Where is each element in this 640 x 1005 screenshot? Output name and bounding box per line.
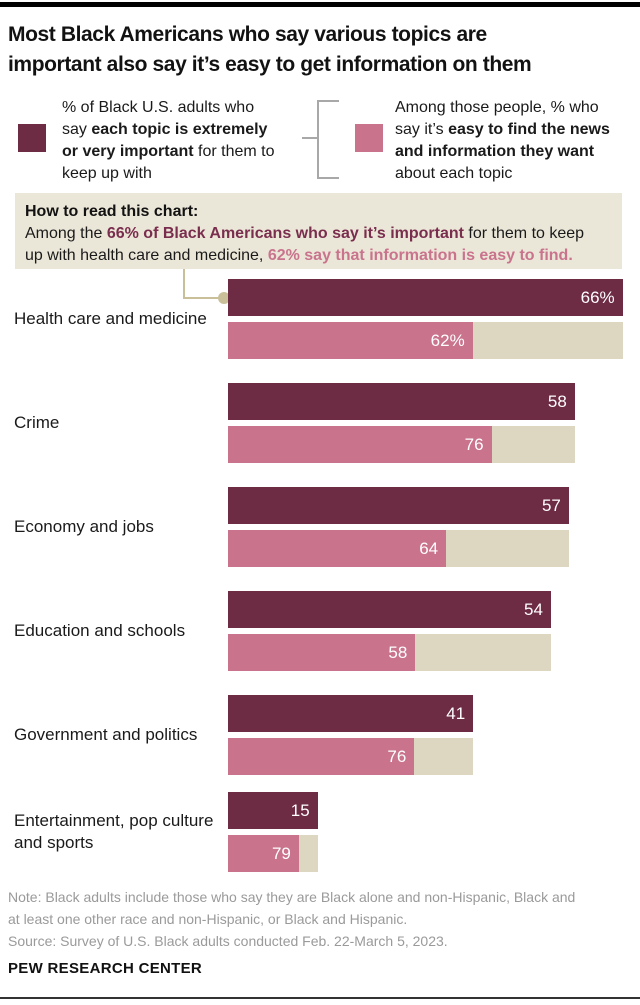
bar-group: Economy and jobs 57 64 xyxy=(0,487,640,567)
category-label: Entertainment, pop culture and sports xyxy=(14,811,214,852)
note-line-1: Note: Black adults include those who say… xyxy=(8,889,576,905)
text-segment: say xyxy=(62,121,92,138)
text-segment: Among the xyxy=(25,225,107,242)
legend-important-text: % of Black U.S. adults who say each topic… xyxy=(62,97,317,185)
bar-important-value: 41 xyxy=(446,703,466,723)
bar-easy-track: 64 xyxy=(228,530,569,567)
legend-swatch-important xyxy=(18,124,46,152)
brand-footer: PEW RESEARCH CENTER xyxy=(8,960,203,977)
bar-easy-track: 58 xyxy=(228,634,551,671)
bar-easy-value: 76 xyxy=(387,746,407,766)
text-segment: or very important xyxy=(62,143,194,160)
bar-easy-track: 76 xyxy=(228,738,474,775)
category-label: Crime xyxy=(14,413,60,432)
title-line-1: Most Black Americans who say various top… xyxy=(8,23,487,46)
bar-important-value: 58 xyxy=(547,391,567,411)
bar-easy-track: 76 xyxy=(228,426,575,463)
legend-easy-text: Among those people, % who say it’s easy t… xyxy=(395,97,640,185)
legend-bracket xyxy=(317,100,339,179)
bottom-rule xyxy=(0,997,640,999)
text-segment: 62% say that information is easy to find… xyxy=(267,247,573,264)
text-segment: up with health care and medicine, xyxy=(25,247,268,264)
how-to-read-body: Among the 66% of Black Americans who say… xyxy=(25,223,612,267)
category-label: Health care and medicine xyxy=(14,309,207,328)
how-to-read-box: How to read this chart: Among the 66% of… xyxy=(15,193,622,269)
bar-easy-track: 79 xyxy=(228,835,318,872)
bar-important: 54 xyxy=(228,591,551,628)
bar-important-value: 15 xyxy=(290,800,310,820)
bar-important: 41 xyxy=(228,695,474,732)
legend-bracket-stem xyxy=(302,137,317,139)
bar-important-value: 57 xyxy=(541,495,561,515)
bar-group: Government and politics 41 76 xyxy=(0,695,640,775)
bar-important-value: 54 xyxy=(523,599,543,619)
legend-swatch-easy xyxy=(355,124,383,152)
bar-easy: 79 xyxy=(228,835,299,872)
bar-easy: 76 xyxy=(228,738,415,775)
source-text: Source: Survey of U.S. Black adults cond… xyxy=(8,933,448,949)
text-segment: easy to find the news xyxy=(448,121,610,138)
bar-easy-value: 79 xyxy=(271,843,291,863)
bar-group: Crime 58 76 xyxy=(0,383,640,463)
bar-easy: 62% xyxy=(228,322,473,359)
bar-easy: 58 xyxy=(228,634,416,671)
bar-easy: 64 xyxy=(228,530,447,567)
bar-easy-value: 76 xyxy=(464,434,484,454)
text-segment: keep up with xyxy=(62,165,152,182)
callout-connector-dot xyxy=(218,292,230,304)
text-segment: Among those people, % who xyxy=(395,99,599,116)
bar-easy-value: 58 xyxy=(388,642,408,662)
category-label: Government and politics xyxy=(14,725,198,744)
note-line-2: at least one other race and non-Hispanic… xyxy=(8,911,408,927)
text-segment: 66% of Black Americans who say it’s impo… xyxy=(106,225,464,242)
bar-important: 57 xyxy=(228,487,569,524)
text-segment: and information they want xyxy=(395,143,595,160)
callout-connector-line xyxy=(183,269,226,299)
bar-group: Entertainment, pop culture and sports 15 7… xyxy=(0,792,640,872)
bar-group: Education and schools 54 58 xyxy=(0,591,640,671)
bar-important: 66% xyxy=(228,279,623,316)
text-segment: % of Black U.S. adults who xyxy=(62,99,255,116)
text-segment: each topic is extremely xyxy=(91,121,268,138)
bar-easy-value: 62% xyxy=(430,330,465,350)
category-label: Economy and jobs xyxy=(14,517,154,536)
bar-important-value: 66% xyxy=(580,287,615,307)
text-segment: for them to xyxy=(193,143,275,160)
text-segment: say it’s xyxy=(395,121,449,138)
bar-easy-value: 64 xyxy=(419,538,439,558)
bar-important: 15 xyxy=(228,792,318,829)
bar-important: 58 xyxy=(228,383,575,420)
category-label: Education and schools xyxy=(14,621,186,640)
title-line-2: important also say it’s easy to get info… xyxy=(8,53,532,76)
how-to-read-heading: How to read this chart: xyxy=(25,203,199,220)
top-rule xyxy=(0,2,640,7)
bar-easy: 76 xyxy=(228,426,492,463)
text-segment: about each topic xyxy=(395,165,513,182)
chart-title: Most Black Americans who say various top… xyxy=(8,20,638,80)
note-text: Note: Black adults include those who say… xyxy=(8,886,636,952)
bar-easy-track: 62% xyxy=(228,322,623,359)
bar-group: Health care and medicine 66% 62% xyxy=(0,279,640,359)
text-segment: for them to keep xyxy=(463,225,585,242)
